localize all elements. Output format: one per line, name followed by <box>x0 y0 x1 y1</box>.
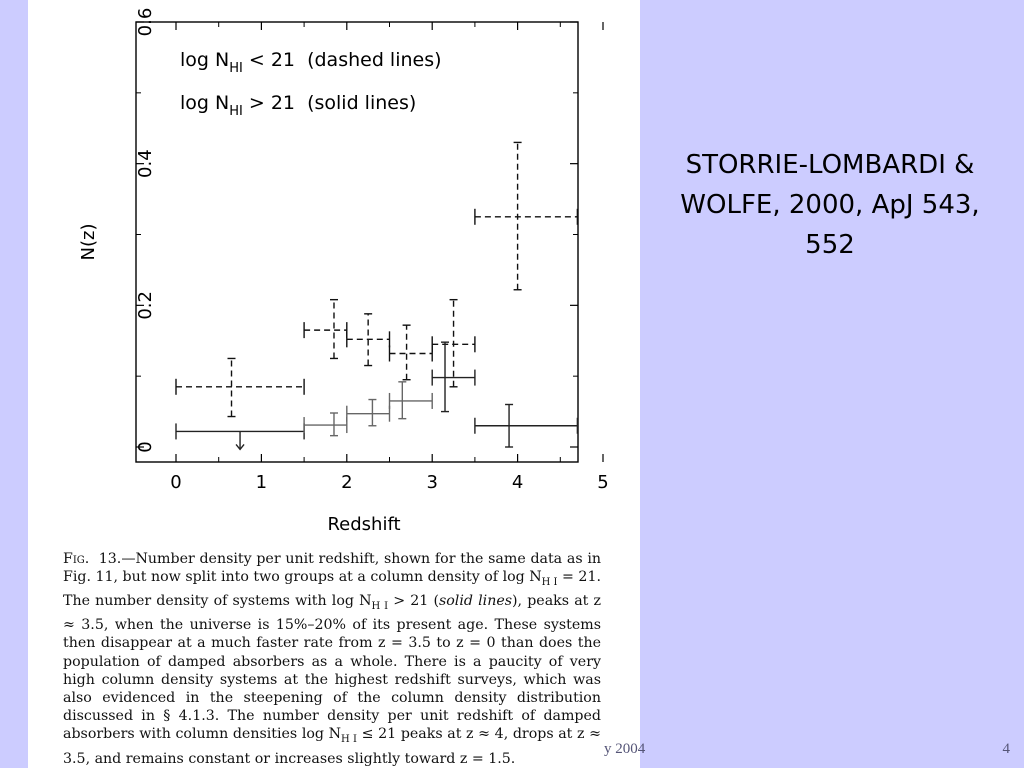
x-tick-label: 5 <box>597 472 608 493</box>
y-tick-label: 0 <box>135 441 156 452</box>
solid-point <box>175 423 305 451</box>
dashed-point <box>346 313 391 367</box>
x-tick-label: 0 <box>170 472 181 493</box>
caption-text-4: ), peaks at z ≈ 3.5, when the universe i… <box>63 593 601 743</box>
solid-point <box>474 403 579 448</box>
solid-point <box>388 381 433 420</box>
caption-solid-lines: solid lines <box>438 593 513 610</box>
upper-limit-arrowhead <box>235 443 245 451</box>
slide-number: 4 <box>1002 741 1011 757</box>
caption-text-5: ≤ 21 peaks at z ≈ 4, drops at z ≈ 3.5, a… <box>63 726 601 767</box>
caption-text-3: > 21 ( <box>388 593 439 610</box>
y-tick-label: 0.2 <box>135 291 156 320</box>
solid-point <box>303 412 348 437</box>
y-axis-label: N(z) <box>78 224 99 261</box>
dashed-point <box>474 141 579 291</box>
x-tick-label: 4 <box>512 472 523 493</box>
chart: 0 1 2 3 4 5 0 0.2 0.4 0.6 log NHI < 21 (dashed l… <box>78 8 609 535</box>
caption-subscript-1: H I <box>541 577 558 589</box>
solid-point <box>346 398 391 427</box>
caption-number: 13. <box>98 551 122 567</box>
x-axis-label: Redshift <box>327 514 400 535</box>
dashed-point <box>175 357 305 418</box>
dashed-point <box>431 298 476 388</box>
legend-line-1: log NHI < 21 (dashed lines) <box>180 49 442 76</box>
plot-frame <box>135 21 579 463</box>
legend-line-2: log NHI > 21 (solid lines) <box>180 92 416 119</box>
figure-caption: Fig. 13.—Number density per unit redshif… <box>63 550 601 768</box>
caption-text-1: —Number density per unit redshift, shown… <box>63 551 601 586</box>
caption-text-2: = 21. The number density of systems with… <box>63 569 601 610</box>
data-marks <box>175 141 579 451</box>
y-axis: 0 0.2 0.4 0.6 <box>135 8 578 453</box>
caption-subscript-3: H I <box>341 734 357 746</box>
caption-subscript-2: H I <box>371 601 389 613</box>
caption-label: Fig. <box>63 551 90 567</box>
y-tick-label: 0.6 <box>135 8 156 37</box>
footer-date: y 2004 <box>604 741 646 757</box>
y-tick-label: 0.4 <box>135 149 156 178</box>
dashed-point <box>303 298 348 360</box>
dashed-point <box>388 324 433 381</box>
x-axis: 0 1 2 3 4 5 <box>170 22 609 493</box>
figure-panel: 0 1 2 3 4 5 0 0.2 0.4 0.6 log NHI < 21 (dashed l… <box>28 0 640 768</box>
x-tick-label: 3 <box>426 472 437 493</box>
x-tick-label: 2 <box>341 472 352 493</box>
x-tick-label: 1 <box>256 472 267 493</box>
slide-title: STORRIE-LOMBARDI & WOLFE, 2000, ApJ 543,… <box>680 150 980 260</box>
solid-point <box>431 341 476 413</box>
